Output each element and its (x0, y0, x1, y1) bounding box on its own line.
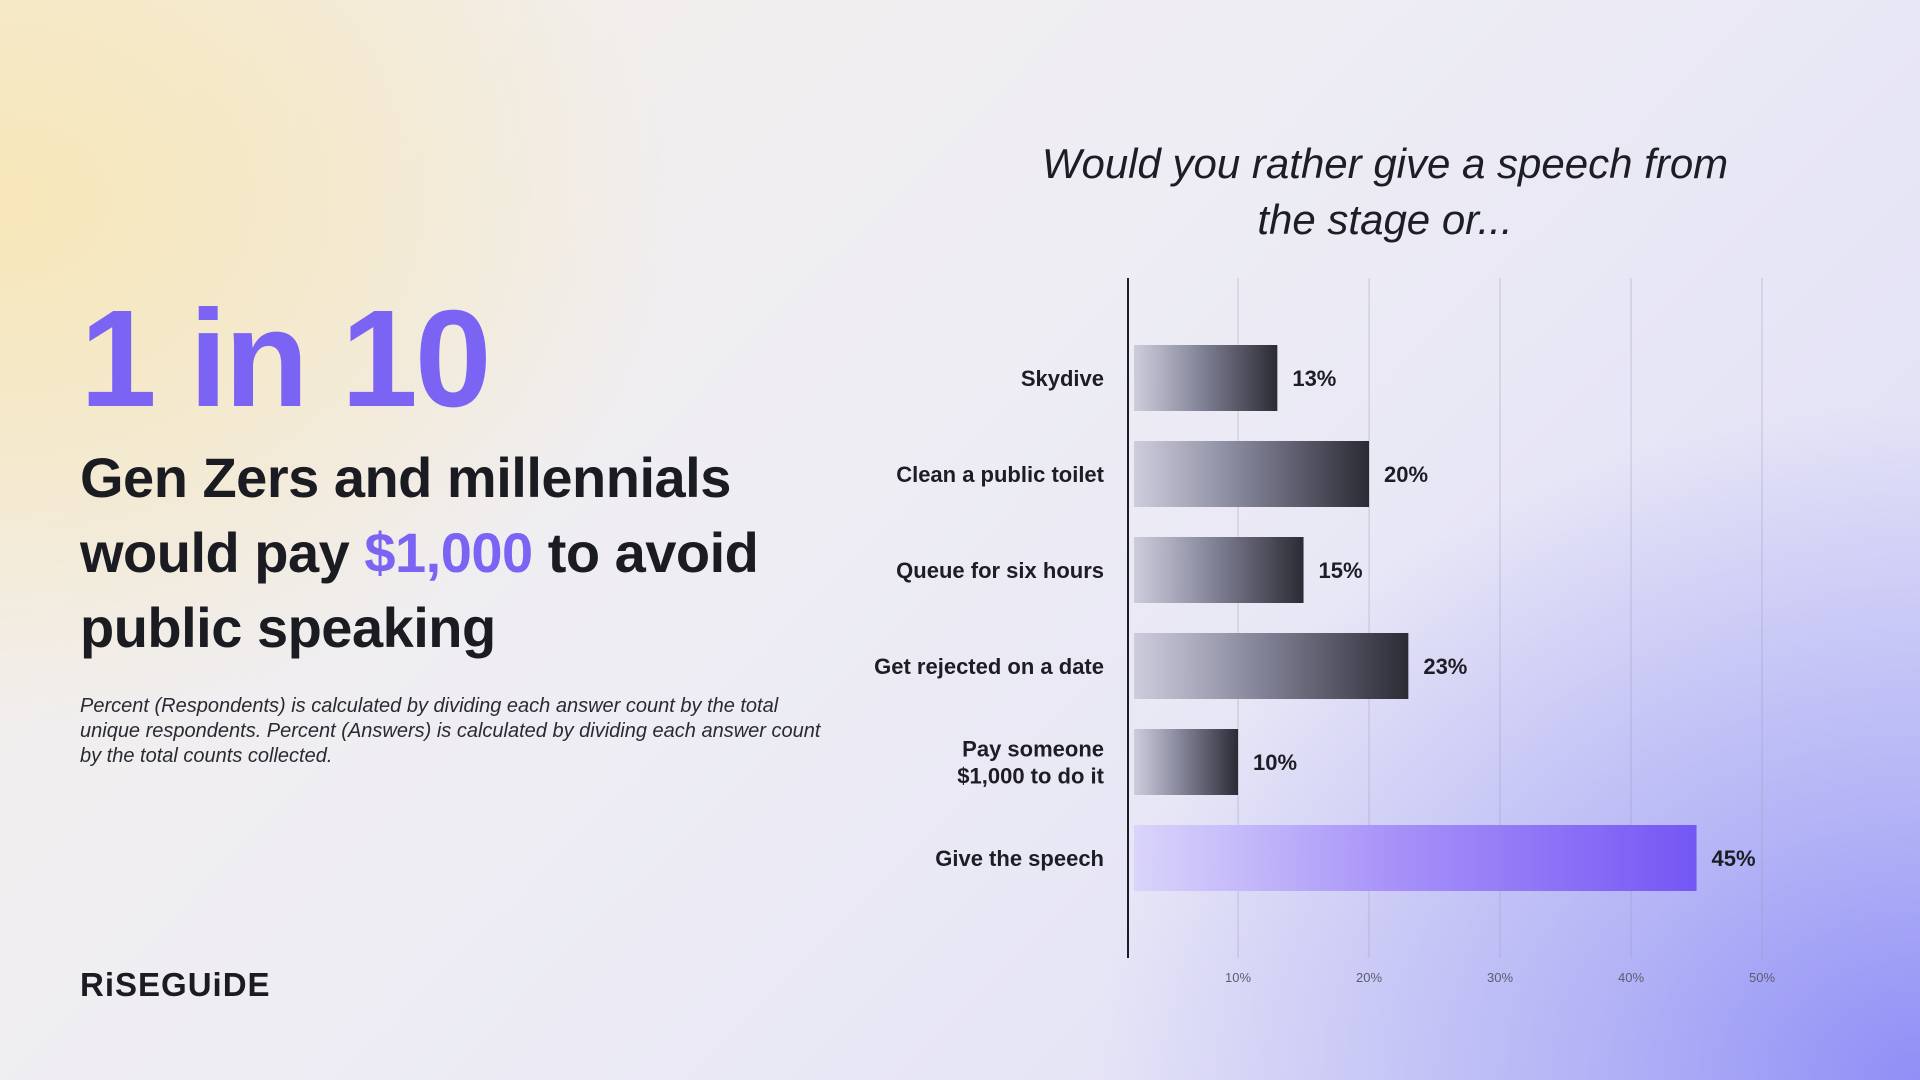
bar (1134, 825, 1697, 891)
brand-logo: RiSEGUiDE (80, 966, 271, 1003)
bar (1134, 537, 1304, 603)
value-label: 10% (1253, 750, 1297, 775)
x-tick-label: 20% (1356, 970, 1382, 985)
value-label: 13% (1292, 366, 1336, 391)
x-tick-label: 40% (1618, 970, 1644, 985)
bar (1134, 441, 1370, 507)
headline-sub-part2: to avoid public speaking (80, 521, 759, 659)
bar (1134, 633, 1409, 699)
headline-sub-accent: $1,000 (364, 521, 533, 584)
chart-title: Would you rather give a speech from the … (1041, 140, 1729, 243)
bar (1134, 729, 1239, 795)
category-label: Give the speech (935, 846, 1104, 871)
headline-stat: 1 in 10 (80, 282, 492, 436)
bar (1134, 345, 1278, 411)
category-label: Clean a public toilet (896, 462, 1104, 487)
x-tick-label: 10% (1225, 970, 1251, 985)
value-label: 45% (1712, 846, 1756, 871)
methodology-footnote: Percent (Respondents) is calculated by d… (80, 695, 821, 767)
category-label: Queue for six hours (896, 558, 1104, 583)
x-tick-label: 50% (1749, 970, 1775, 985)
headline-subtitle: Gen Zers and millennials would pay $1,00… (80, 440, 800, 665)
value-label: 20% (1384, 462, 1428, 487)
category-label: Get rejected on a date (874, 654, 1104, 679)
category-label: Skydive (1021, 366, 1104, 391)
headline-sub-part1: Gen Zers and millennials would pay (80, 446, 731, 584)
value-label: 23% (1423, 654, 1467, 679)
x-tick-label: 30% (1487, 970, 1513, 985)
category-label: $1,000 to do it (957, 764, 1104, 789)
value-label: 15% (1319, 558, 1363, 583)
category-label: Pay someone (962, 737, 1104, 762)
